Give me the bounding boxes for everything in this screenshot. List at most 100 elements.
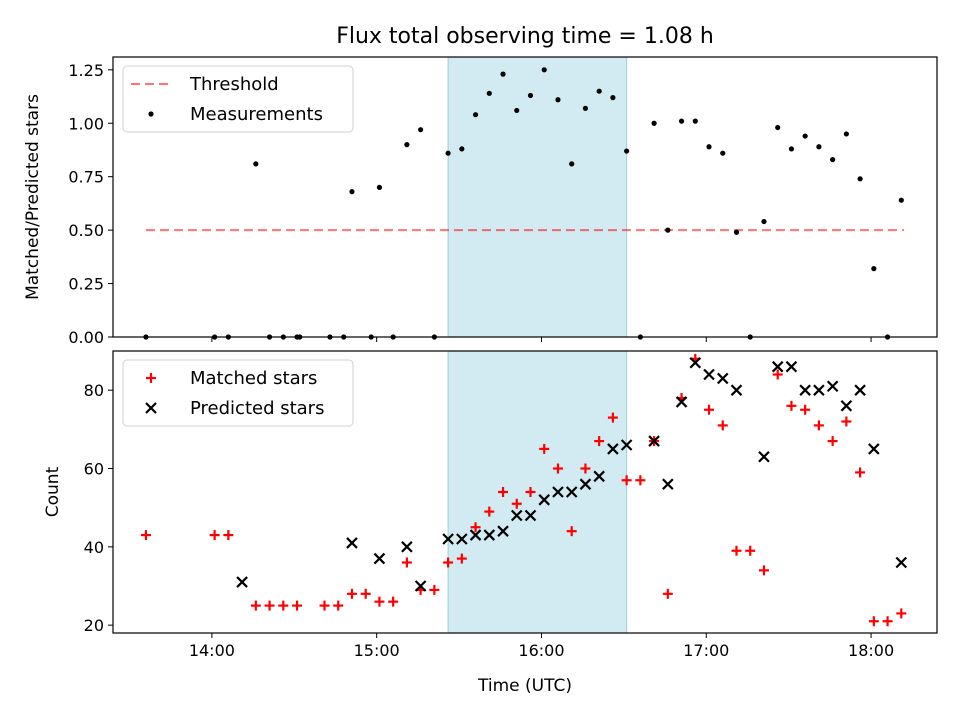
- predicted-star-point: [456, 533, 468, 545]
- matched-star-point: [868, 616, 879, 627]
- top-ylabel: Matched/Predicted stars: [23, 94, 43, 300]
- x-tick-label: 15:00: [354, 641, 400, 660]
- predicted-star-point: [689, 356, 702, 369]
- measurement-point: [843, 131, 849, 137]
- measurement-point: [582, 105, 589, 111]
- x-tick-label: 18:00: [848, 641, 894, 660]
- measurement-point: [816, 144, 822, 150]
- predicted-star-point: [552, 486, 564, 498]
- predicted-star-point: [716, 372, 729, 385]
- measurement-point: [349, 189, 355, 195]
- predicted-star-point: [703, 368, 715, 381]
- measurement-point: [871, 266, 877, 272]
- measurement-point: [514, 107, 520, 114]
- matched-star-point: [772, 369, 783, 380]
- highlight-span-rect: [447, 56, 628, 338]
- predicted-star-point: [730, 384, 743, 396]
- legend-label: Matched stars: [190, 368, 317, 389]
- predicted-star-point: [236, 576, 248, 588]
- legend-label: Measurements: [190, 104, 323, 125]
- y-tick-label: 40: [84, 538, 104, 557]
- predicted-star-point: [346, 537, 358, 549]
- predicted-star-point: [524, 509, 537, 522]
- measurement-point: [761, 218, 767, 225]
- measurement-point: [541, 67, 547, 73]
- legend-swatch-matched: [146, 373, 156, 383]
- matched-star-point: [264, 600, 275, 611]
- predicted-star-point: [675, 396, 688, 408]
- matched-star-point: [333, 600, 344, 611]
- measurement-point: [720, 150, 726, 156]
- top-legend: Threshold Measurements: [122, 65, 354, 133]
- matched-star-point: [813, 420, 824, 431]
- matched-star-point: [250, 600, 261, 611]
- predicted-star-point: [401, 541, 413, 553]
- predicted-star-point: [414, 580, 427, 592]
- matched-star-point: [388, 596, 399, 607]
- matched-star-point: [292, 600, 303, 611]
- matched-star-point: [539, 443, 550, 454]
- bottom-series-layer: [140, 353, 908, 627]
- measurement-point: [830, 156, 836, 163]
- measurement-point: [445, 150, 451, 156]
- measurement-point: [472, 112, 479, 118]
- matched-star-point: [360, 588, 371, 599]
- matched-star-point: [498, 487, 509, 497]
- matched-star-point: [786, 400, 797, 411]
- y-tick-label: 1.00: [68, 114, 104, 133]
- predicted-star-point: [620, 439, 633, 451]
- highlight-span-rect: [447, 350, 628, 634]
- predicted-star-point: [785, 360, 798, 373]
- matched-star-point: [374, 596, 385, 607]
- matched-star-point: [511, 498, 522, 509]
- predicted-star-point: [648, 435, 660, 447]
- y-tick-label: 80: [84, 381, 104, 400]
- measurement-point: [569, 161, 575, 167]
- predicted-star-point: [373, 552, 386, 565]
- matched-star-point: [278, 600, 289, 611]
- measurement-point: [555, 97, 561, 103]
- matched-star-point: [621, 475, 632, 486]
- top-highlight-span: [447, 56, 628, 338]
- measurement-point: [678, 118, 685, 124]
- measurement-point: [486, 90, 492, 96]
- measurement-point: [651, 120, 657, 126]
- matched-star-point: [594, 436, 605, 447]
- matched-star-point: [223, 530, 234, 541]
- predicted-star-point: [579, 478, 592, 490]
- measurement-point: [610, 95, 616, 101]
- legend-label: Predicted stars: [190, 398, 324, 419]
- measurement-point: [802, 133, 808, 139]
- matched-star-point: [635, 475, 646, 486]
- legend-swatch-predicted: [145, 402, 157, 414]
- measurement-point: [788, 146, 795, 152]
- matched-star-point: [855, 467, 866, 478]
- predicted-star-point: [854, 384, 866, 396]
- top-panel: Flux total observing time = 1.08 h 0.000…: [23, 24, 938, 347]
- y-tick-label: 0.00: [68, 328, 104, 347]
- matched-star-point: [896, 608, 907, 619]
- bottom-axes-frame: [112, 350, 938, 634]
- matched-star-point: [704, 404, 715, 415]
- predicted-star-point: [771, 360, 784, 373]
- top-axis-ticks: 0.00 0.25 0.50 0.75 1.00 1.25: [68, 61, 872, 347]
- measurement-point: [459, 146, 465, 152]
- bottom-axis-ticks: 14:00 15:00 16:00 17:00 18:00 20 40 60 80: [84, 381, 894, 660]
- measurement-point: [775, 124, 781, 131]
- matched-star-point: [731, 545, 742, 556]
- matched-star-point: [552, 463, 563, 474]
- matched-star-point: [319, 600, 330, 611]
- matched-star-point: [841, 416, 852, 427]
- predicted-star-point: [442, 533, 454, 545]
- predicted-star-point: [469, 529, 482, 541]
- bottom-ylabel: Count: [43, 466, 63, 517]
- predicted-star-point: [593, 470, 605, 483]
- measurement-point: [596, 88, 602, 94]
- predicted-star-point: [868, 443, 880, 455]
- matched-star-point: [346, 588, 357, 599]
- legend-box: [122, 359, 354, 427]
- measurement-point: [665, 227, 671, 233]
- predicted-star-point: [497, 525, 509, 537]
